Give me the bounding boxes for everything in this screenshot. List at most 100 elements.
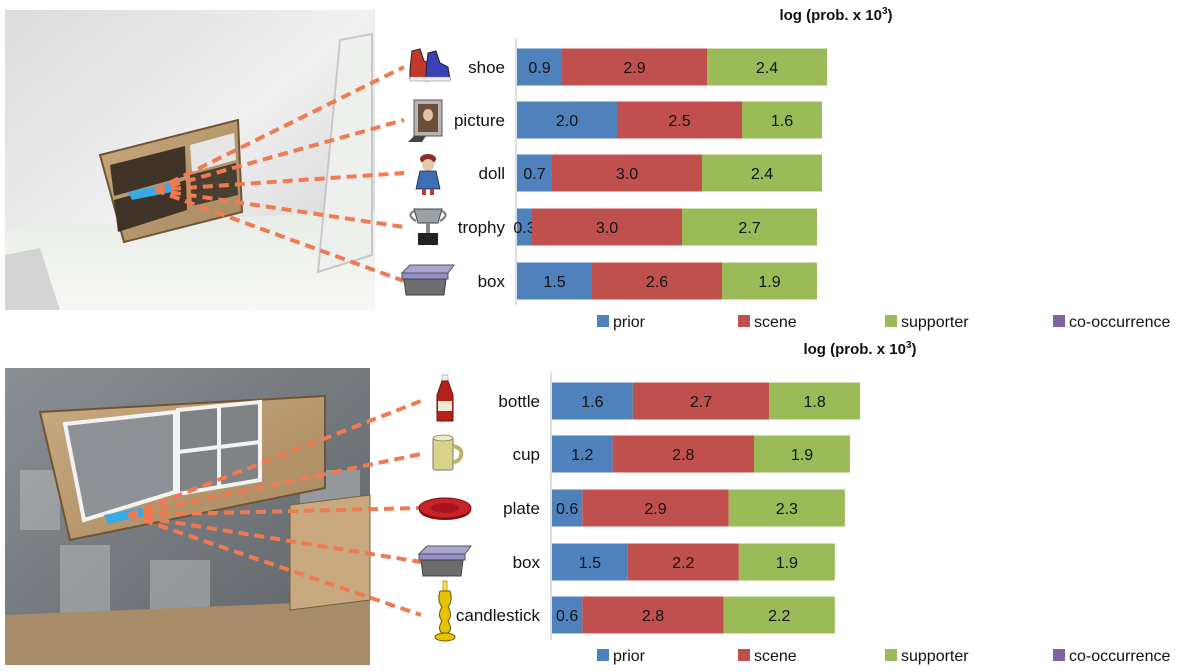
legend-label-prior: prior — [613, 314, 646, 331]
bar-box-scene — [592, 262, 722, 300]
bar-candlestick-supporter — [723, 596, 835, 634]
bar-trophy-scene — [532, 208, 682, 246]
legend-label-co-occurrence: co-occurrence — [1069, 648, 1170, 665]
bar-box-scene — [627, 543, 739, 581]
ketchup-bottle-icon — [436, 374, 454, 422]
bar-candlestick-prior — [552, 596, 583, 634]
legend-label-co-occurrence: co-occurrence — [1069, 314, 1170, 331]
chart-1-title: log (prob. x 103) — [779, 6, 892, 24]
legend-label-scene: scene — [754, 648, 797, 665]
legend-swatch-supporter — [885, 315, 897, 327]
scene-2-render — [5, 368, 371, 665]
bar-label-plate-scene: 2.9 — [644, 501, 666, 518]
picture-frame-icon — [408, 99, 443, 142]
legend-swatch-prior — [597, 315, 609, 327]
scene-2-counter — [5, 600, 370, 665]
bar-bottle-prior — [552, 382, 633, 420]
bar-label-trophy-prior: 0.3 — [513, 220, 535, 237]
bar-label-trophy-supporter: 2.7 — [738, 220, 760, 237]
doll-icon — [415, 154, 441, 195]
legend-swatch-scene — [738, 315, 750, 327]
bar-label-plate-prior: 0.6 — [556, 501, 578, 518]
bar-doll-supporter — [702, 154, 822, 192]
category-label-cup: cup — [513, 445, 540, 464]
legend-swatch-supporter — [885, 649, 897, 661]
bar-label-box-scene: 2.2 — [672, 555, 694, 572]
bar-label-candlestick-prior: 0.6 — [556, 608, 578, 625]
category-label-plate: plate — [503, 499, 540, 518]
leader-line-bottle — [127, 399, 422, 517]
bar-label-trophy-scene: 3.0 — [596, 220, 618, 237]
leader-line-doll — [154, 171, 405, 192]
plate-icon — [418, 497, 472, 520]
bar-label-bottle-prior: 1.6 — [581, 394, 603, 411]
bar-trophy-prior — [517, 208, 532, 246]
bar-label-doll-supporter: 2.4 — [751, 166, 773, 183]
category-label-box: box — [513, 553, 541, 572]
legend-swatch-scene — [738, 649, 750, 661]
chart-1-title-suffix: ) — [888, 7, 893, 24]
bar-label-cup-scene: 2.8 — [672, 447, 694, 464]
bar-plate-scene — [582, 489, 729, 527]
bar-label-box-scene: 2.6 — [646, 274, 668, 291]
bar-label-cup-supporter: 1.9 — [791, 447, 813, 464]
mug-icon — [432, 434, 464, 471]
category-label-trophy: trophy — [458, 218, 506, 237]
bar-shoe-prior — [517, 48, 562, 86]
bar-doll-scene — [552, 154, 702, 192]
legend-label-prior: prior — [613, 648, 646, 665]
candlestick-icon — [434, 580, 456, 642]
category-label-shoe: shoe — [468, 58, 505, 77]
scene-1-chair — [5, 248, 60, 310]
bar-label-candlestick-scene: 2.8 — [642, 608, 664, 625]
bar-bottle-supporter — [769, 382, 861, 420]
bar-picture-scene — [617, 101, 742, 139]
bar-picture-supporter — [742, 101, 822, 139]
leader-line-plate — [127, 506, 422, 517]
bar-cup-supporter — [754, 435, 850, 473]
bar-shoe-supporter — [707, 48, 827, 86]
bar-box-prior — [552, 543, 628, 581]
legend-swatch-co-occurrence — [1053, 649, 1065, 661]
leader-line-box — [127, 513, 422, 564]
bar-trophy-supporter — [682, 208, 817, 246]
legend-label-scene: scene — [754, 314, 797, 331]
scene-1-render — [5, 10, 375, 310]
chart-2: log (prob. x 103) bottle 1.6 2.7 1.8 cup 1.2 2.… — [127, 340, 1170, 665]
bar-shoe-scene — [562, 48, 707, 86]
bar-cup-scene — [612, 435, 754, 473]
leader-line-box — [154, 188, 405, 283]
legend-swatch-co-occurrence — [1053, 315, 1065, 327]
category-label-bottle: bottle — [498, 392, 540, 411]
leader-line-candlestick — [127, 513, 422, 617]
bar-candlestick-scene — [582, 596, 724, 634]
chart-1: log (prob. x 103) shoe 0.9 2.9 2.4 picture 2.0… — [154, 6, 1170, 331]
bar-label-picture-scene: 2.5 — [668, 113, 690, 130]
bar-label-candlestick-supporter: 2.2 — [768, 608, 790, 625]
bar-label-shoe-prior: 0.9 — [528, 60, 550, 77]
bar-label-cup-prior: 1.2 — [571, 447, 593, 464]
bar-label-shoe-supporter: 2.4 — [756, 60, 778, 77]
bar-label-picture-prior: 2.0 — [556, 113, 578, 130]
bar-label-box-prior: 1.5 — [543, 274, 565, 291]
bar-doll-prior — [517, 154, 552, 192]
chart-1-title-sup: 3 — [882, 6, 888, 17]
bar-label-box-supporter: 1.9 — [776, 555, 798, 572]
legend-swatch-prior — [597, 649, 609, 661]
bar-label-bottle-supporter: 1.8 — [803, 394, 825, 411]
bar-label-doll-scene: 3.0 — [616, 166, 638, 183]
bar-plate-supporter — [728, 489, 845, 527]
leader-line-trophy — [154, 188, 405, 229]
bar-label-box-supporter: 1.9 — [758, 274, 780, 291]
leader-line-shoe — [154, 65, 405, 192]
bar-cup-prior — [552, 435, 613, 473]
category-label-doll: doll — [479, 164, 505, 183]
scene-1-mirror — [316, 32, 373, 274]
bar-label-shoe-scene: 2.9 — [623, 60, 645, 77]
scene-2-side-cabinet — [289, 494, 371, 611]
storage-box-icon — [400, 264, 455, 296]
leader-line-picture — [154, 118, 405, 192]
legend-label-supporter: supporter — [901, 314, 969, 331]
